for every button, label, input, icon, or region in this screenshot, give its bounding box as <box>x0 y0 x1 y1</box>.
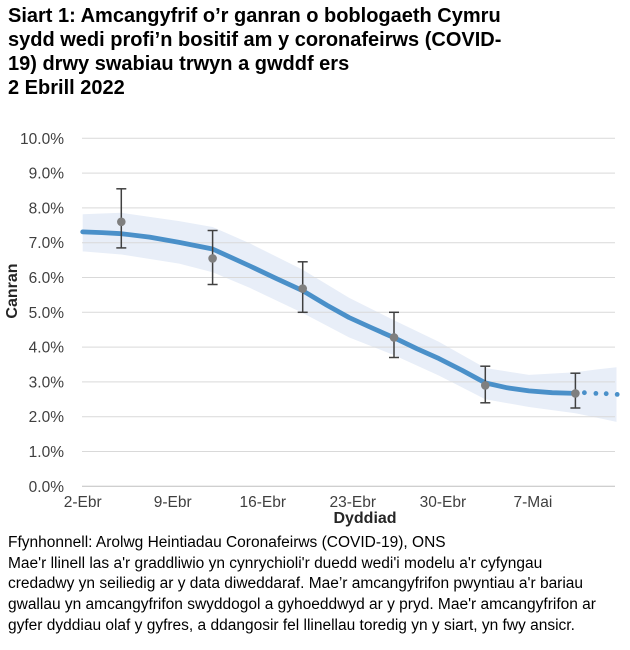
x-axis-labels: 2-Ebr 9-Ebr 16-Ebr 23-Ebr 30-Ebr 7-Mai <box>64 494 553 511</box>
data-point <box>117 217 126 227</box>
dotted-segment-dot <box>614 392 620 397</box>
y-tick-label: 8.0% <box>29 200 65 217</box>
x-tick-label: 9-Ebr <box>154 494 192 511</box>
note-line-4: gyfer dyddiau olaf y gyfres, a ddangosir… <box>8 616 575 634</box>
chart-title-line-4: 2 Ebrill 2022 <box>8 77 125 99</box>
y-tick-label: 4.0% <box>29 340 65 357</box>
source-and-notes: Ffynhonnell: Arolwg Heintiadau Coronafei… <box>8 533 626 637</box>
data-point <box>481 381 490 390</box>
y-axis-labels: 0.0% 1.0% 2.0% 3.0% 4.0% 5.0% 6.0% 7.0% 8.0% 9.0%… <box>20 131 64 496</box>
trend-line <box>80 229 578 396</box>
y-gridlines <box>82 137 615 487</box>
x-tick-label: 16-Ebr <box>240 494 287 511</box>
chart-title-line-3: 19) drwy swabiau trwyn a gwddf ers <box>8 53 350 75</box>
data-point <box>571 389 580 398</box>
chart-title: Siart 1: Amcangyfrif o’r ganran o boblog… <box>8 4 624 100</box>
x-axis-title: Dyddiad <box>333 510 396 527</box>
y-tick-label: 9.0% <box>29 166 65 183</box>
y-tick-label: 7.0% <box>29 235 65 252</box>
y-tick-label: 3.0% <box>29 374 65 391</box>
note-line-3: gwallau yn amcangyfrifon swyddogol a gyh… <box>8 596 596 614</box>
note-line-2: credadwy yn seiliedig ar y data diweddar… <box>8 575 584 593</box>
x-tick-label: 2-Ebr <box>64 494 102 511</box>
chart-title-line-2: sydd wedi profi’n bositif am y coronafei… <box>8 29 502 51</box>
x-tick-label: 30-Ebr <box>420 494 467 511</box>
x-tick-label: 7-Mai <box>514 494 553 511</box>
data-point <box>208 254 217 263</box>
dotted-segment-dot <box>603 391 609 397</box>
y-axis-title: Canran <box>4 263 21 318</box>
chart-title-line-1: Siart 1: Amcangyfrif o’r ganran o boblog… <box>8 5 501 27</box>
x-tick-label: 23-Ebr <box>330 494 377 511</box>
point-estimates <box>116 188 581 409</box>
dotted-segment-dot <box>593 391 599 396</box>
y-tick-label: 6.0% <box>29 270 65 287</box>
note-line-1: Mae'r llinell las a'r graddliwio yn cynr… <box>8 554 543 572</box>
y-tick-label: 0.0% <box>29 479 65 496</box>
dotted-segment-dot <box>582 390 587 396</box>
y-tick-label: 2.0% <box>29 409 65 426</box>
y-tick-label: 1.0% <box>29 444 65 461</box>
data-point <box>298 284 308 293</box>
y-tick-label: 5.0% <box>29 305 65 322</box>
source-line: Ffynhonnell: Arolwg Heintiadau Coronafei… <box>8 534 446 551</box>
data-point <box>389 333 399 342</box>
trend-line-dotted <box>582 390 620 397</box>
y-tick-label: 10.0% <box>20 131 64 148</box>
